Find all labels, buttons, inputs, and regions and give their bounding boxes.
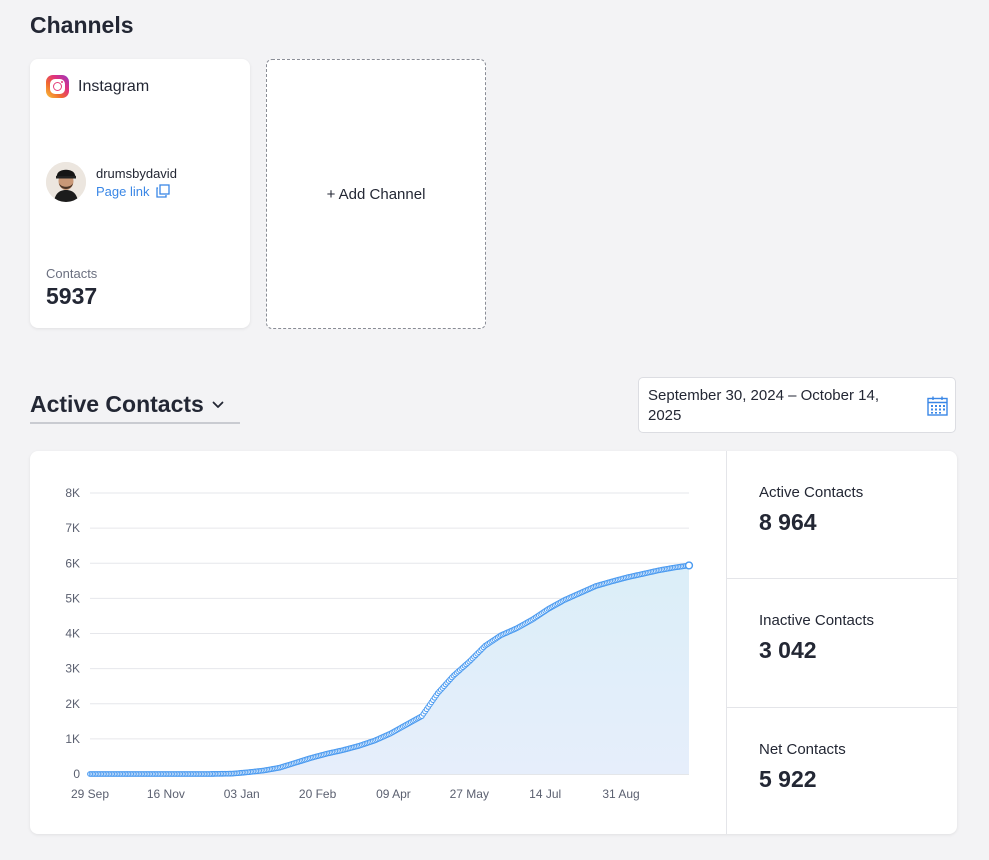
- channel-header: Instagram: [46, 75, 149, 98]
- x-tick-label: 09 Apr: [376, 787, 411, 801]
- stat-value: 5 922: [759, 766, 817, 792]
- chart-card: 0 1K 2K 3K 4K 5K 6K 7K 8K 29 Sep 16 Nov 03 Jan 20 Fe…: [30, 451, 957, 834]
- y-tick-label: 2K: [65, 697, 80, 711]
- y-tick-label: 8K: [65, 486, 80, 500]
- y-tick-label: 7K: [65, 521, 80, 535]
- chart-svg: 0 1K 2K 3K 4K 5K 6K 7K 8K 29 Sep 16 Nov 03 Jan 20 Fe…: [65, 486, 694, 801]
- page-link-label[interactable]: Page link: [96, 183, 150, 199]
- metric-select-dropdown[interactable]: Active Contacts: [30, 388, 240, 424]
- channels-title: Channels: [30, 12, 134, 38]
- x-tick-label: 03 Jan: [224, 787, 260, 801]
- external-link-icon[interactable]: [156, 184, 171, 198]
- contacts-value: 5937: [46, 283, 98, 309]
- stat-label: Active Contacts: [759, 484, 864, 501]
- y-tick-label: 0: [73, 767, 80, 781]
- stat-label: Net Contacts: [759, 741, 846, 758]
- stat-value: 3 042: [759, 637, 817, 663]
- stat-active-contacts: Active Contacts 8 964: [727, 451, 957, 579]
- add-channel-button[interactable]: + Add Channel: [266, 59, 486, 329]
- y-tick-label: 4K: [65, 627, 80, 641]
- x-tick-label: 29 Sep: [71, 787, 109, 801]
- date-range-text[interactable]: September 30, 2024 – October 14, 2025: [648, 387, 879, 424]
- stat-net-contacts: Net Contacts 5 922: [727, 708, 957, 834]
- avatar: [46, 162, 86, 202]
- active-contacts-chart: 0 1K 2K 3K 4K 5K 6K 7K 8K 29 Sep 16 Nov 03 Jan 20 Fe…: [30, 451, 726, 834]
- x-tick-label: 27 May: [450, 787, 489, 801]
- channel-profile: drumsbydavid Page link: [46, 162, 177, 202]
- stat-value: 8 964: [759, 509, 817, 535]
- contacts-label: Contacts: [46, 266, 98, 281]
- y-tick-label: 6K: [65, 556, 80, 570]
- x-tick-label: 14 Jul: [529, 787, 561, 801]
- stat-label: Inactive Contacts: [759, 612, 875, 629]
- calendar-icon[interactable]: [927, 396, 948, 416]
- profile-username: drumsbydavid: [96, 165, 177, 181]
- x-tick-label: 31 Aug: [602, 787, 639, 801]
- channel-card-instagram[interactable]: Instagram drumsbydavid Page link: [30, 59, 250, 328]
- y-tick-label: 5K: [65, 591, 80, 605]
- date-range-picker[interactable]: September 30, 2024 – October 14, 2025: [638, 377, 956, 433]
- x-tick-label: 16 Nov: [147, 787, 185, 801]
- stats-panel: Active Contacts 8 964 Inactive Contacts …: [726, 451, 957, 834]
- metric-select-label[interactable]: Active Contacts: [30, 391, 204, 417]
- series-area: [90, 565, 689, 774]
- chevron-down-icon[interactable]: [212, 401, 224, 409]
- stat-inactive-contacts: Inactive Contacts 3 042: [727, 579, 957, 708]
- y-tick-label: 3K: [65, 662, 80, 676]
- data-point[interactable]: [684, 561, 694, 570]
- x-tick-label: 20 Feb: [299, 787, 337, 801]
- instagram-icon: [46, 75, 69, 98]
- channel-platform-name: Instagram: [78, 77, 150, 95]
- page-link[interactable]: Page link: [96, 184, 177, 199]
- y-tick-label: 1K: [65, 732, 80, 746]
